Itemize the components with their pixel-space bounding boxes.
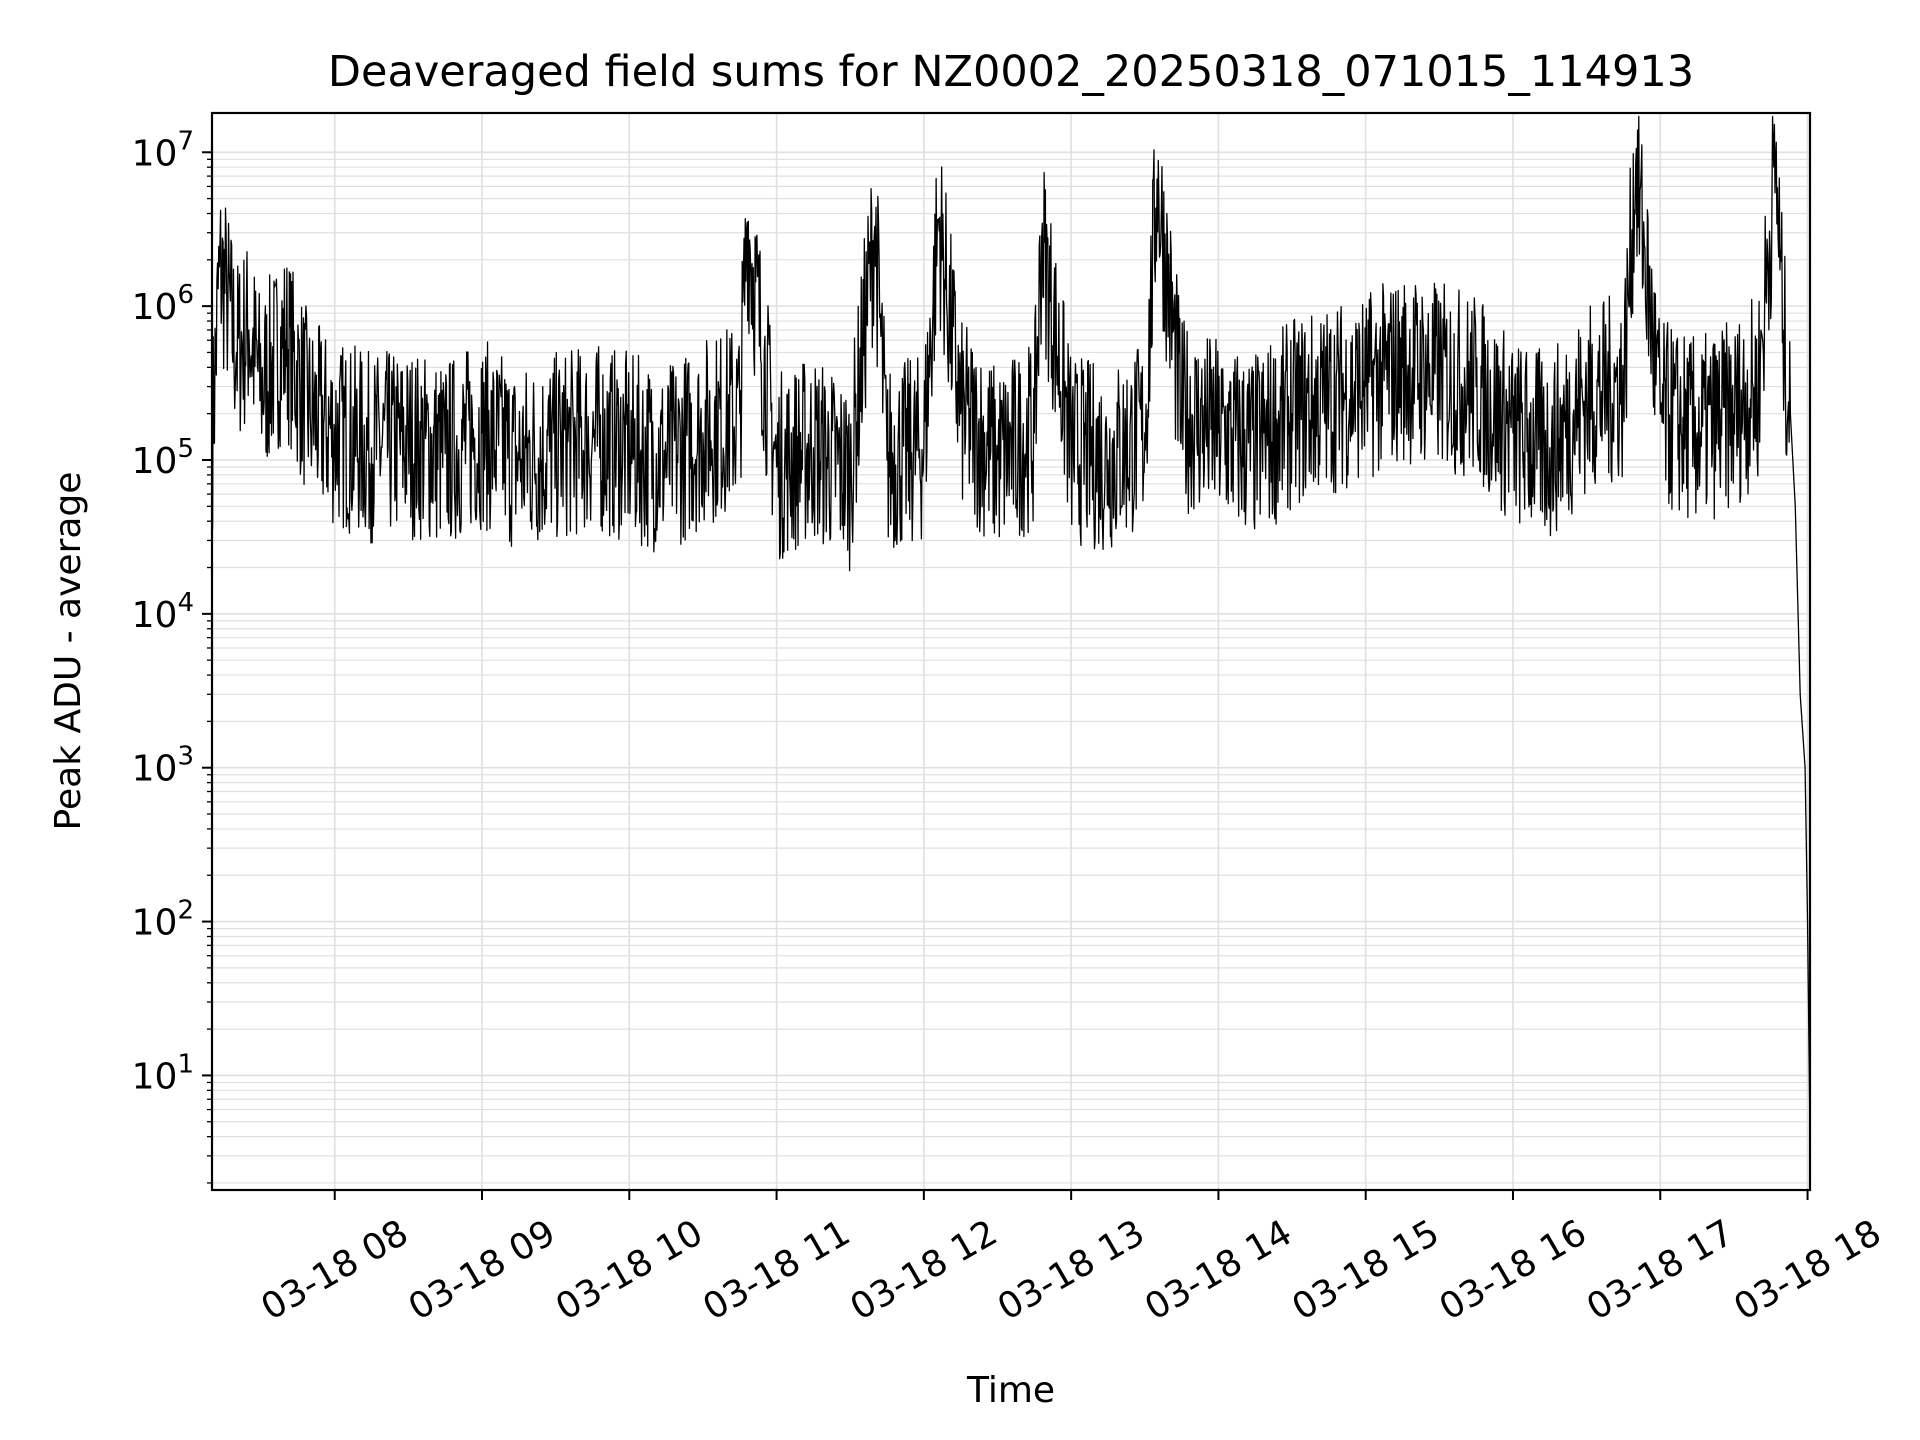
plot-frame	[210, 111, 1812, 1192]
y-tick-label: 107	[132, 126, 194, 174]
series-line	[211, 115, 1811, 1137]
y-tick-label-base: 10	[132, 441, 178, 482]
y-tick-label-exponent: 6	[177, 280, 194, 310]
y-tick-label-base: 10	[132, 287, 178, 328]
y-tick-label-exponent: 7	[177, 126, 194, 156]
y-tick-label: 104	[132, 588, 194, 636]
y-tick-label: 105	[132, 434, 194, 482]
data-layer	[211, 115, 1811, 1137]
y-axis-title: Peak ADU - average	[48, 472, 89, 831]
y-tick-label-base: 10	[132, 133, 178, 174]
y-tick-label-exponent: 1	[177, 1049, 194, 1079]
y-tick-label: 101	[132, 1049, 194, 1097]
y-tick-label-base: 10	[132, 1056, 178, 1097]
y-tick-label-base: 10	[132, 749, 178, 790]
y-tick-label: 106	[132, 280, 194, 328]
y-tick-label-exponent: 3	[177, 742, 194, 772]
y-tick-label-base: 10	[132, 595, 178, 636]
y-tick-label-exponent: 5	[177, 434, 194, 464]
y-tick-label-base: 10	[132, 903, 178, 944]
y-tick-label: 102	[132, 896, 194, 944]
x-axis-title: Time	[966, 1370, 1055, 1411]
y-tick-label: 103	[132, 742, 194, 790]
chart-title: Deaveraged field sums for NZ0002_2025031…	[328, 47, 1694, 97]
y-tick-label-exponent: 4	[177, 588, 194, 618]
y-tick-label-exponent: 2	[177, 896, 194, 926]
